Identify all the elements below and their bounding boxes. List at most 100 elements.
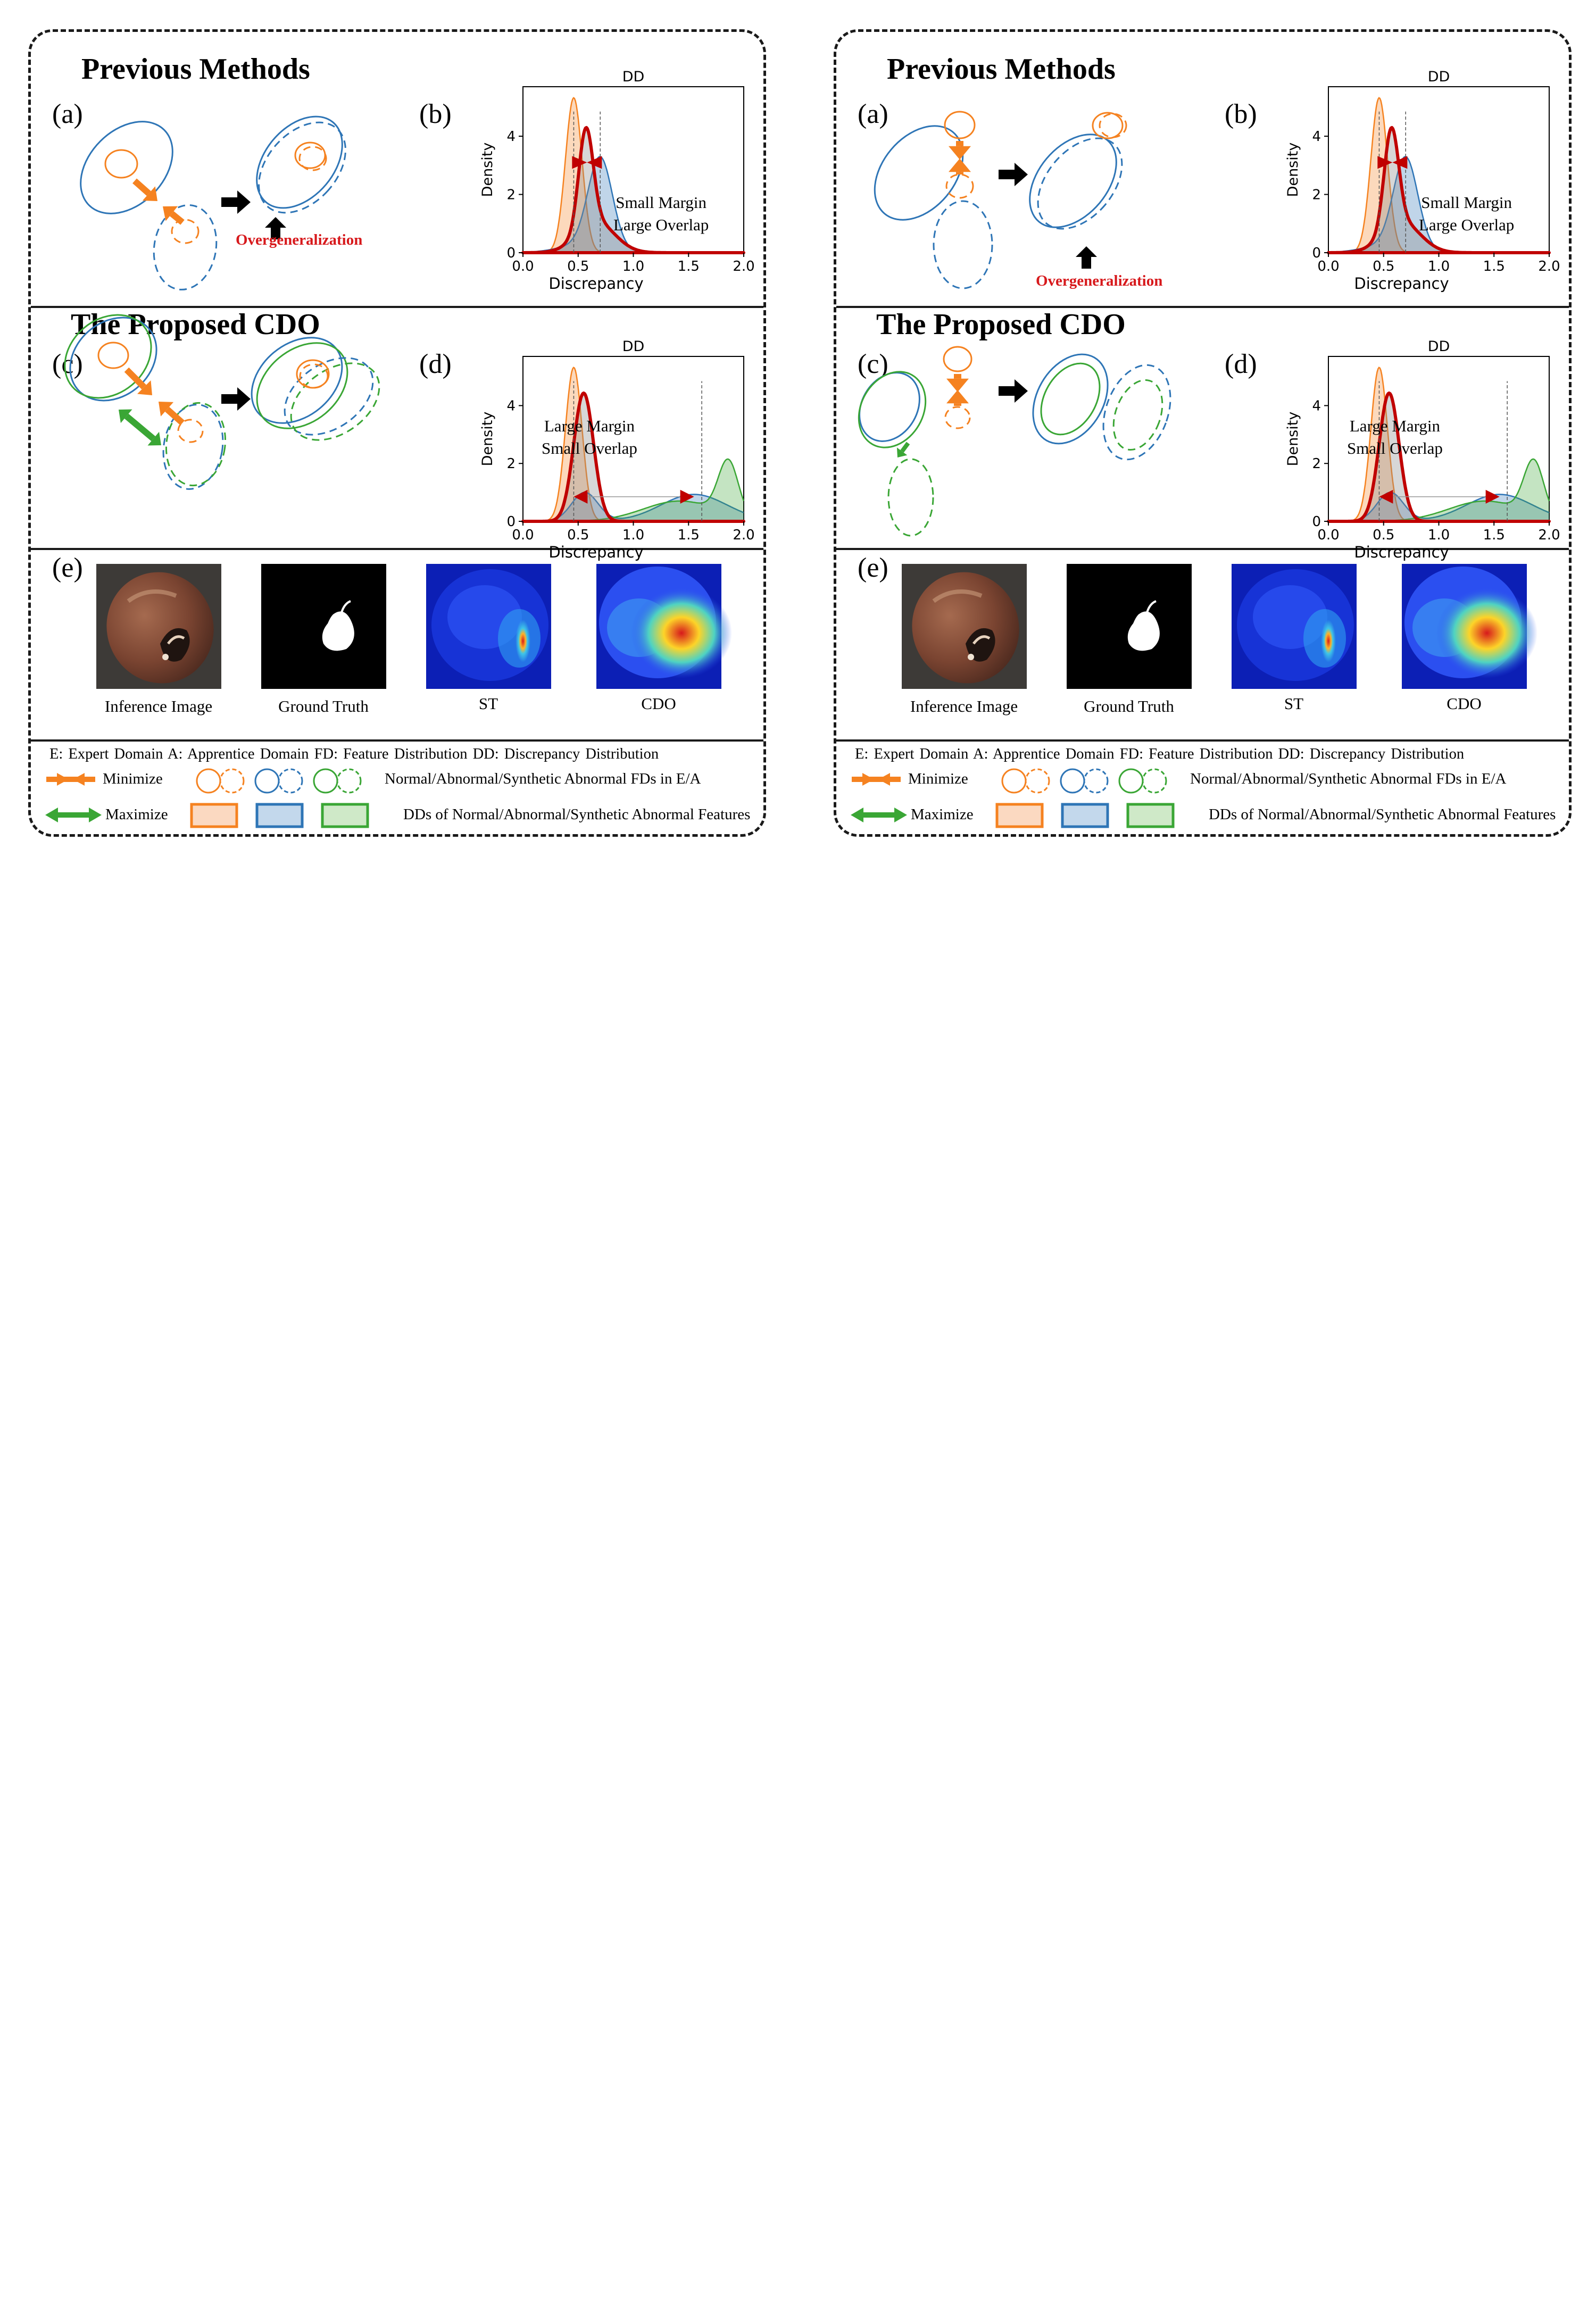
x-tick-label: 1.0 [622,259,644,274]
cdo-minimize-arrow-down-head [946,378,969,392]
x-axis-label: Discrepancy [1354,543,1449,561]
caption-inference-image: Inference Image [910,697,1018,715]
marker-arrow-right [1392,156,1408,169]
chart-title: DD [1428,338,1450,355]
chart-d-discrepancy-distribution: DD 0.0 0.5 1.0 1.5 2.0 0 2 4 Discrepancy Density [1285,338,1560,561]
x-tick-label: 2.0 [733,527,754,543]
cdo-out-abnormal-fd [1032,353,1109,445]
cdo-expert-abnormal-fd [69,317,157,402]
x-tick-label: 0.0 [512,527,534,543]
diagram-a-previous-feature-distributions [80,115,346,290]
x-tick-label: 0.5 [567,259,589,274]
caption-ground-truth: Ground Truth [278,697,369,715]
x-tick-label: 0.5 [1373,259,1394,274]
cdo-minimize-arrow-up [946,390,969,406]
label-e: (e) [858,553,888,583]
diverging-arrows-icon [851,808,907,822]
cdo-maximize-arrow-head-end [147,431,161,446]
x-tick-label: 2.0 [733,259,754,274]
series-area-1 [1328,492,1549,521]
y-tick-label: 2 [1312,187,1321,203]
legend-maximize-label: Maximize [105,806,168,823]
cdo-apprentice-normal-fd [944,406,971,429]
label-b: (b) [419,99,452,129]
converging-arrows-icon [852,773,901,786]
chart-d-annotation-line1: Large Margin [544,417,635,435]
cdo-minimize-arrow-up-shaft [165,406,185,426]
series-area-1 [523,492,744,521]
series-area-0 [523,97,744,253]
x-tick-label: 1.5 [678,527,700,543]
cdo-expert-synthetic-fd [64,314,152,399]
chart-d-annotation-line2: Small Overlap [542,439,637,457]
cdo-anomaly-map [1402,564,1537,689]
cdo-apprentice-normal-fd [177,419,204,443]
series-area-3 [1328,393,1549,521]
cdo-maximize-arrow-shaft [900,442,910,453]
chart-b-annotation-line1: Small Margin [1421,193,1512,212]
legend-discrepancy-distribution-boxes [190,803,369,828]
cdo-apprentice-abnormal-fd [162,404,224,490]
y-tick-label: 4 [1312,129,1321,145]
series-line-2 [1327,126,1551,254]
figure-panel-left: Previous Methods (a) (b) Overgeneralizat… [28,29,766,837]
cdo-maximize-arrow-shaft [124,413,156,442]
up-arrow-icon [265,217,286,239]
up-arrow-icon [1076,246,1097,269]
cdo-out-abnormal-fd-dashed [1102,364,1171,461]
minimize-arrow-down [949,141,971,160]
y-tick-label: 0 [1312,245,1321,261]
y-tick-label: 0 [506,245,516,261]
x-tick-label: 1.0 [1428,259,1450,274]
y-tick-label: 0 [506,514,516,530]
chart-d-annotation-line1: Large Margin [1349,417,1441,435]
chart-b-annotation: Small Margin Large Overlap [613,192,709,236]
right-arrow-icon [999,379,1028,403]
marker-arrow-right [587,156,602,169]
merged-normal-fd-circle-dashed [298,146,327,171]
label-b: (b) [1225,99,1257,129]
legend-discrepancy-distribution-boxes [995,803,1175,828]
expert-normal-fd-circle [104,149,138,179]
expert-abnormal-fd-ellipse [874,125,964,221]
section-divider [836,306,1569,308]
diagram-a-previous-feature-distributions [874,111,1127,289]
cdo-out-synthetic-fd-dashed [290,362,380,441]
minimize-arrow-up [949,159,971,174]
cdo-maximize-arrow-head [896,447,908,457]
y-tick-label: 0 [1312,514,1321,530]
series-area-2 [1328,127,1549,253]
proposed-cdo-title: The Proposed CDO [71,308,320,341]
y-tick-label: 2 [506,456,516,472]
merged-normal-fd-circle [1092,112,1124,139]
merged-abnormal-fd-ellipse-dashed [1037,137,1123,230]
minimize-arrow-down-shaft [132,178,151,196]
cdo-minimize-arrow-down [124,367,152,395]
section-divider [31,739,763,742]
y-axis-label: Density [479,412,496,467]
cdo-expert-synthetic-fd [858,371,927,448]
chart-b-annotation-line2: Large Overlap [613,215,709,234]
series-line-2 [521,126,745,254]
cdo-out-normal-fd-dashed [299,363,329,389]
diagram-c-cdo-feature-distributions [858,346,1171,537]
plot-frame [522,356,744,522]
y-axis-label: Density [1285,412,1301,467]
y-axis-label: Density [1285,143,1301,197]
plot-frame [522,86,744,253]
legend-definitions: E: Expert Domain A: Apprentice Domain FD… [49,746,659,762]
cdo-expert-normal-fd [97,342,129,369]
ground-truth-mask [1067,564,1192,689]
cdo-maximize-arrow-head-start [119,409,132,423]
cdo-out-abnormal-fd-dashed [284,357,374,436]
apprentice-normal-fd-circle [171,219,200,244]
label-d: (d) [1225,349,1257,379]
chart-b-annotation: Small Margin Large Overlap [1419,192,1514,236]
ground-truth-mask [261,564,386,689]
x-tick-label: 0.0 [1317,527,1339,543]
marker-arrow-left [1377,156,1393,169]
label-c: (c) [52,349,83,379]
label-c: (c) [858,349,888,379]
x-axis-label: Discrepancy [548,543,643,561]
merged-abnormal-fd-ellipse-dashed [258,121,346,214]
